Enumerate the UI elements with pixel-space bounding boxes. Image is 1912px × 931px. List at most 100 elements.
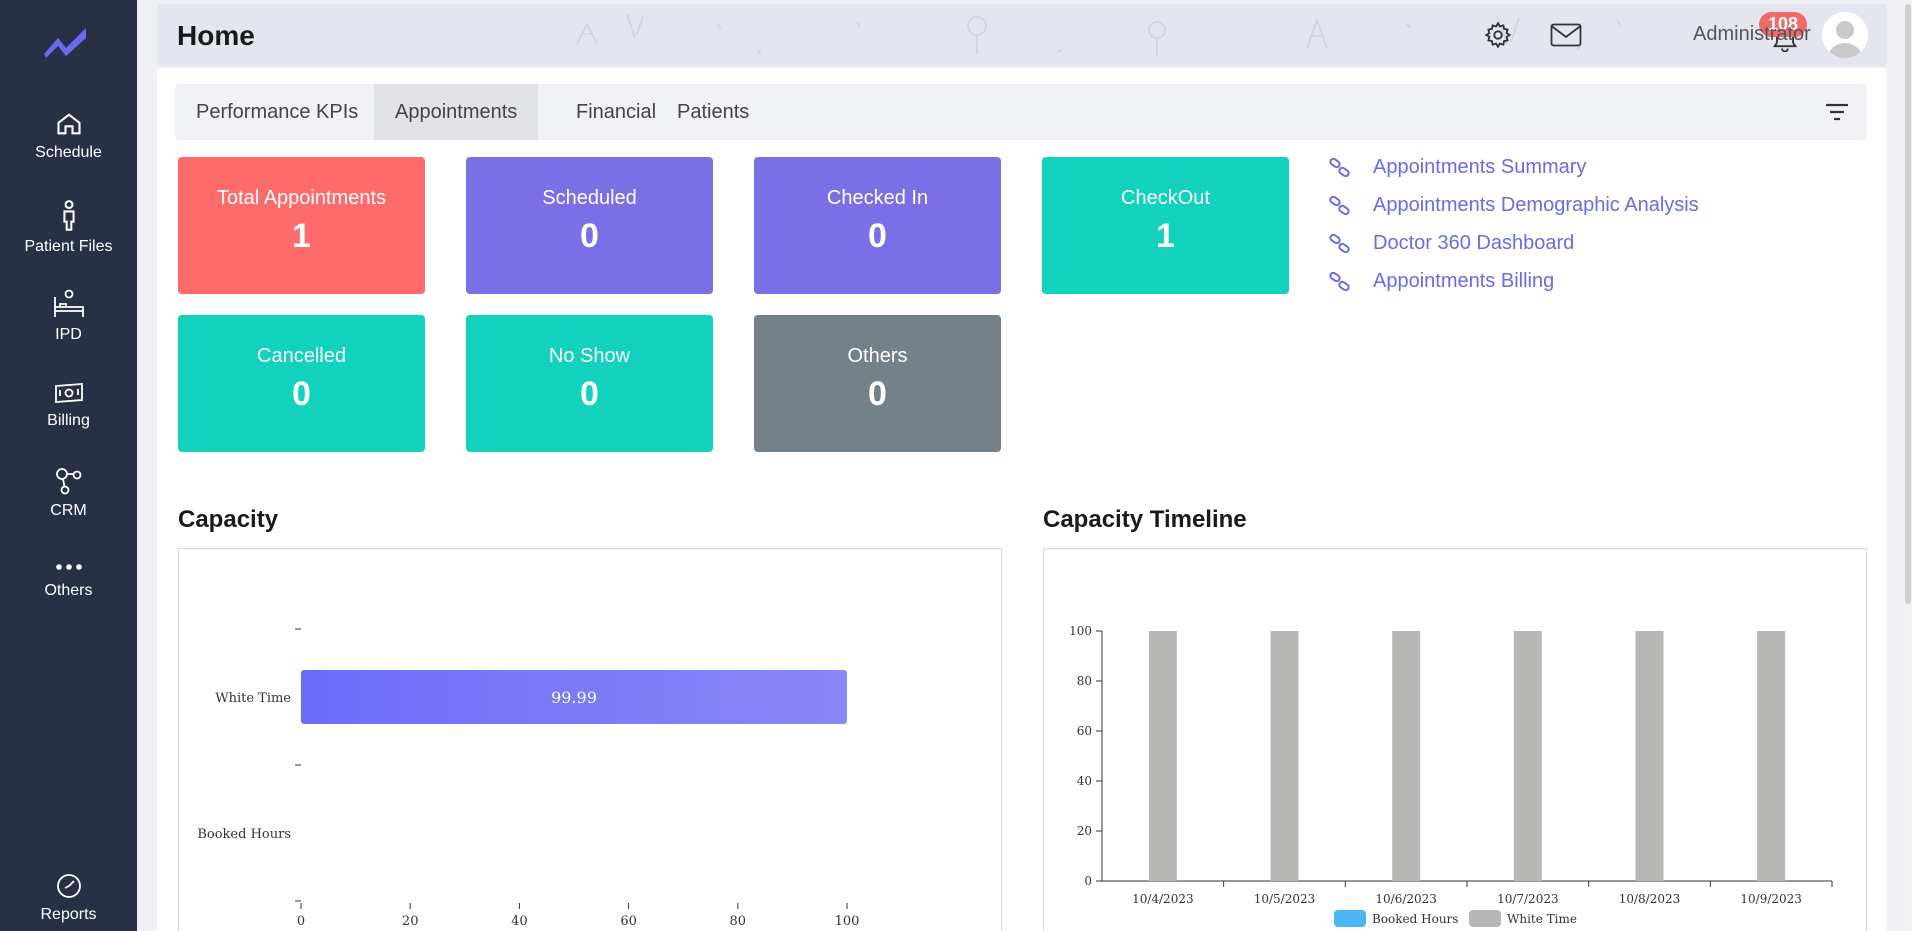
kpi-label: CheckOut	[1121, 187, 1210, 209]
sidebar-item-label: Reports	[40, 906, 97, 923]
user-name[interactable]: Administrator	[1693, 23, 1811, 45]
sidebar-item-label: Patient Files	[24, 238, 113, 255]
link-label[interactable]: Doctor 360 Dashboard	[1373, 232, 1575, 254]
more-dots-icon	[55, 564, 82, 570]
app-logo[interactable]	[42, 24, 92, 60]
home-icon	[56, 113, 81, 135]
capacity-timeline-chart: 0 20 40 60 80 100 10/4/2023 10/5/2023 10/6/2023 1…	[1069, 624, 1833, 927]
bar-white-time	[1635, 631, 1664, 881]
kpi-card-checkout[interactable]: CheckOut 1	[1042, 157, 1289, 294]
bar-white-time	[1148, 631, 1177, 881]
y-tick-label: 40	[1077, 774, 1092, 788]
sidebar-item-ipd[interactable]: IPD	[0, 288, 137, 344]
x-tick-label: 60	[620, 914, 637, 929]
bed-icon	[53, 289, 84, 317]
kpi-label: Scheduled	[542, 187, 637, 209]
bar-white-time	[1392, 631, 1421, 881]
person-icon	[62, 200, 75, 231]
kpi-card-no-show[interactable]: No Show 0	[466, 315, 713, 452]
kpi-label: Total Appointments	[217, 187, 386, 209]
link-label[interactable]: Appointments Billing	[1373, 270, 1555, 292]
sidebar-item-patient-files[interactable]: Patient Files	[0, 200, 137, 256]
y-tick-label: 20	[1077, 824, 1092, 838]
link-icon	[1329, 196, 1350, 216]
sidebar-item-schedule[interactable]: Schedule	[0, 110, 137, 162]
notification-badge[interactable]: 108	[1759, 12, 1808, 37]
y-tick-label: White Time	[215, 691, 291, 706]
network-icon	[55, 468, 81, 495]
kpi-card-others[interactable]: Others 0	[754, 315, 1001, 452]
link-icon	[1329, 158, 1350, 178]
kpi-value: 1	[292, 217, 311, 255]
x-tick-label: 10/9/2023	[1740, 892, 1802, 906]
legend-label: Booked Hours	[1372, 912, 1458, 926]
header-background-pattern	[576, 13, 1621, 56]
sidebar-item-label: Schedule	[35, 144, 102, 161]
kpi-value: 0	[580, 217, 599, 255]
money-icon	[54, 383, 83, 403]
y-tick-label: 60	[1077, 724, 1092, 738]
tab-financial[interactable]: Financial	[576, 101, 657, 123]
link-icon	[1329, 234, 1350, 254]
tab-bar: Performance KPIs Appointments Financial …	[175, 84, 1867, 140]
link-label[interactable]: Appointments Summary	[1373, 156, 1587, 178]
sidebar: Schedule Patient Files IPD Billing CRM	[0, 0, 137, 931]
filter-icon[interactable]	[1825, 102, 1849, 122]
kpi-label: Cancelled	[257, 345, 346, 367]
sidebar-item-label: Others	[44, 582, 93, 599]
link-label[interactable]: Appointments Demographic Analysis	[1373, 194, 1699, 216]
y-tick-label: 0	[1084, 874, 1092, 888]
sidebar-item-label: Billing	[47, 412, 90, 429]
kpi-label: No Show	[548, 345, 631, 367]
link-doctor-360-dashboard[interactable]: Doctor 360 Dashboard	[1329, 230, 1749, 260]
x-tick-label: 10/8/2023	[1619, 892, 1681, 906]
legend-swatch	[1334, 910, 1366, 927]
link-appointments-summary[interactable]: Appointments Summary	[1329, 154, 1749, 184]
data-label: 99.99	[551, 688, 597, 707]
kpi-value: 0	[868, 217, 887, 255]
sidebar-item-label: IPD	[55, 326, 82, 343]
sidebar-item-billing[interactable]: Billing	[0, 380, 137, 430]
x-tick-label: 100	[835, 914, 860, 929]
kpi-label: Checked In	[826, 187, 929, 209]
x-tick-label: 10/7/2023	[1497, 892, 1559, 906]
gear-icon[interactable]	[1484, 21, 1512, 49]
capacity-chart-panel: White Time 99.99 Booked Hours 0 20 40 60 80 100	[178, 548, 1002, 931]
kpi-card-checked-in[interactable]: Checked In 0	[754, 157, 1001, 294]
sidebar-item-label: CRM	[50, 502, 87, 519]
tab-performance-kpis[interactable]: Performance KPIs	[196, 101, 359, 123]
tab-patients[interactable]: Patients	[677, 101, 750, 123]
kpi-label: Others	[847, 345, 908, 367]
kpi-value: 0	[292, 375, 311, 413]
avatar[interactable]	[1822, 12, 1868, 58]
kpi-card-scheduled[interactable]: Scheduled 0	[466, 157, 713, 294]
x-tick-label: 10/4/2023	[1132, 892, 1194, 906]
bar-white-time	[1757, 631, 1786, 881]
scrollbar-thumb[interactable]	[1905, 4, 1911, 604]
sidebar-item-others[interactable]: Others	[0, 558, 137, 600]
bar-white-time	[1270, 631, 1299, 881]
legend-label: White Time	[1507, 912, 1577, 926]
tab-appointments[interactable]: Appointments	[374, 84, 539, 140]
x-tick-label: 10/5/2023	[1254, 892, 1316, 906]
top-header: Home 108 Administrator	[157, 4, 1887, 66]
legend-swatch	[1469, 910, 1501, 927]
kpi-card-total-appointments[interactable]: Total Appointments 1	[178, 157, 425, 294]
page-title: Home	[177, 20, 255, 51]
capacity-title: Capacity	[178, 506, 279, 533]
link-appointments-demographic-analysis[interactable]: Appointments Demographic Analysis	[1329, 192, 1749, 222]
mail-icon[interactable]	[1550, 23, 1582, 47]
y-tick-label: 100	[1069, 624, 1092, 638]
sidebar-item-crm[interactable]: CRM	[0, 466, 137, 520]
bar-white-time	[1513, 631, 1542, 881]
avatar-silhouette-icon	[1828, 21, 1862, 58]
sidebar-item-reports[interactable]: Reports	[0, 872, 137, 924]
kpi-value: 0	[580, 375, 599, 413]
x-tick-label: 40	[511, 914, 528, 929]
kpi-card-cancelled[interactable]: Cancelled 0	[178, 315, 425, 452]
x-tick-label: 10/6/2023	[1375, 892, 1437, 906]
link-icon	[1329, 272, 1350, 292]
main-content: Performance KPIs Appointments Financial …	[157, 68, 1887, 931]
link-appointments-billing[interactable]: Appointments Billing	[1329, 268, 1749, 298]
y-tick-label: 80	[1077, 674, 1092, 688]
